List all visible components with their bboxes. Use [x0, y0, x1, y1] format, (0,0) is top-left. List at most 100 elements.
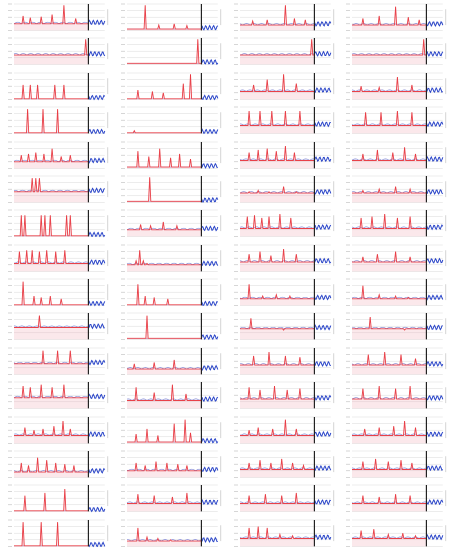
series-spikes [14, 5, 89, 25]
panel-plot [8, 450, 109, 478]
panel-plot [346, 209, 447, 237]
series-spikes-fill [352, 186, 427, 203]
series-baseline [239, 53, 315, 56]
series-spikes [14, 521, 89, 546]
series-spikes-fill [126, 5, 202, 31]
series-baseline [126, 262, 202, 265]
series-spikes [14, 84, 89, 99]
series-spikes [14, 489, 89, 512]
series-spikes-fill [14, 249, 89, 272]
panel-r11-c0 [0, 378, 113, 412]
series-spikes [126, 527, 202, 542]
series-spikes-fill [352, 146, 427, 168]
series-spikes-fill [126, 493, 202, 512]
series-spikes-fill [126, 222, 202, 237]
panel-r6-c3 [338, 206, 451, 240]
panel-r7-c0 [0, 241, 113, 275]
series-spikes-fill [126, 39, 202, 65]
panel-r3-c1 [113, 103, 226, 137]
panel-plot [233, 38, 334, 66]
series-tail [87, 323, 105, 330]
series-tail [313, 257, 331, 264]
series-spikes-fill [14, 350, 89, 375]
series-spikes [352, 494, 427, 505]
series-tail [426, 464, 444, 472]
series-tail [313, 224, 331, 231]
series-spikes-fill [352, 251, 427, 272]
group-separator [0, 137, 451, 139]
panel-plot [346, 72, 447, 100]
series-tail [200, 196, 218, 204]
panel-plot [346, 519, 447, 547]
panel-plot [346, 484, 447, 512]
series-spikes [352, 6, 427, 26]
series-tail [87, 156, 106, 164]
series-spikes [239, 248, 314, 263]
series-spikes [239, 284, 314, 300]
series-tail [87, 94, 106, 101]
group-separator [0, 412, 451, 414]
panel-plot [120, 106, 221, 135]
series-baseline [352, 433, 427, 436]
series-spikes-fill [239, 5, 314, 31]
panel-plot [346, 416, 447, 444]
series-spikes [352, 528, 427, 539]
panel-plot [120, 244, 221, 272]
series-baseline [126, 468, 202, 472]
series-tail [313, 50, 331, 58]
panel-plot [120, 175, 221, 204]
series-baseline [126, 501, 202, 504]
series-tail [88, 430, 106, 437]
series-spikes-fill [239, 74, 314, 100]
series-tail [200, 94, 219, 101]
series-spikes-fill [352, 111, 427, 134]
panel-plot [233, 450, 334, 478]
panel-plot [8, 347, 109, 375]
panel-plot [120, 141, 221, 169]
panel-r12-c1 [113, 413, 226, 447]
series-spikes-fill [239, 318, 314, 340]
series-spikes [14, 215, 89, 237]
series-tail [426, 360, 444, 367]
panel-plot [8, 38, 109, 66]
panel-plot [233, 416, 334, 444]
series-tail [313, 430, 331, 437]
series-tail [313, 121, 331, 128]
series-spikes [14, 457, 89, 473]
series-tail [200, 536, 218, 543]
panel-r5-c0 [0, 172, 113, 206]
panel-plot [8, 278, 109, 307]
series-baseline [13, 325, 89, 329]
series-spikes-fill [126, 74, 202, 100]
panel-plot [233, 175, 334, 203]
series-spikes [126, 384, 202, 402]
series-tail [426, 51, 444, 58]
series-baseline [239, 123, 315, 126]
series-spikes-fill [14, 384, 89, 409]
series-spikes [126, 5, 202, 30]
panel-plot [8, 381, 109, 409]
panel-plot [8, 519, 109, 547]
series-spikes-fill [14, 521, 89, 547]
series-tail [313, 360, 331, 367]
series-spikes-fill [126, 284, 202, 306]
series-spikes-fill [239, 386, 314, 409]
panel-r0-c1 [113, 0, 226, 34]
panel-r14-c1 [113, 481, 226, 515]
panel-r3-c3 [338, 103, 451, 137]
series-spikes [126, 493, 202, 505]
series-tail [426, 188, 444, 195]
panel-plot [8, 313, 109, 341]
panel-plot [120, 313, 221, 341]
series-spikes [239, 318, 314, 332]
series-baseline [352, 89, 427, 92]
panel-r9-c1 [113, 309, 226, 343]
series-tail [426, 294, 444, 301]
series-spikes-fill [352, 317, 427, 340]
series-spikes [352, 76, 427, 92]
series-spikes-fill [14, 148, 89, 168]
panel-r2-c1 [113, 69, 226, 103]
series-tail [313, 155, 331, 162]
series-tail [426, 121, 444, 128]
